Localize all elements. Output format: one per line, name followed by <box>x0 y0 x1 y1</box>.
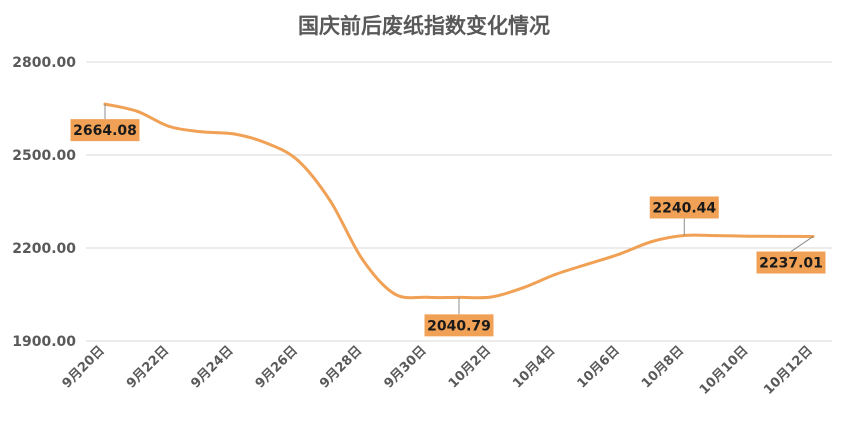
x-tick-label: 9月24日 <box>188 343 236 391</box>
data-point <box>264 141 268 145</box>
data-label-box <box>70 119 140 142</box>
chart-title: 国庆前后废纸指数变化情况 <box>298 14 550 38</box>
data-label: 2040.79 <box>424 297 494 337</box>
label-leader-line <box>790 236 814 252</box>
x-tick-label: 10月12日 <box>761 343 816 398</box>
y-tick-label: 2500.00 <box>12 148 76 164</box>
data-label: 2240.44 <box>649 196 719 236</box>
x-tick-label: 10月2日 <box>446 343 494 391</box>
data-label-box <box>424 314 494 337</box>
data-label-text: 2040.79 <box>427 318 491 334</box>
data-point <box>554 272 558 276</box>
data-label-text: 2237.01 <box>759 256 823 272</box>
data-point <box>425 295 429 299</box>
data-point <box>167 124 171 128</box>
data-point <box>747 234 751 238</box>
y-tick-label: 2200.00 <box>12 241 76 257</box>
data-point <box>521 286 525 290</box>
data-label-box <box>756 251 826 274</box>
x-tick-label: 10月10日 <box>697 343 752 398</box>
gridlines <box>86 61 832 342</box>
y-tick-label: 2800.00 <box>12 55 76 71</box>
x-tick-label: 10月4日 <box>510 343 558 391</box>
data-point <box>200 130 204 134</box>
y-axis-ticks: 2800.00 2500.00 2200.00 1900.00 <box>12 55 76 350</box>
x-tick-label: 10月6日 <box>575 343 623 391</box>
x-tick-label: 9月26日 <box>253 343 301 391</box>
x-tick-label: 9月20日 <box>60 343 108 391</box>
data-point <box>650 239 654 243</box>
data-point <box>489 295 493 299</box>
data-point <box>135 109 139 113</box>
data-label-text: 2240.44 <box>652 200 716 216</box>
data-label-text: 2664.08 <box>73 123 137 139</box>
data-labels: 2664.08 2040.79 2240.44 2237.01 <box>70 104 826 337</box>
data-point <box>714 234 718 238</box>
x-tick-label: 9月22日 <box>124 343 172 391</box>
y-tick-label: 1900.00 <box>12 334 76 350</box>
data-label: 2664.08 <box>70 104 140 142</box>
data-point <box>360 257 364 261</box>
x-axis-ticks: 9月20日 9月22日 9月24日 9月26日 9月28日 9月30日 10月2日 10月4日… <box>60 343 816 398</box>
data-point <box>779 234 783 238</box>
data-point <box>328 199 332 203</box>
data-point <box>618 252 622 256</box>
x-tick-label: 9月30日 <box>381 343 429 391</box>
data-point <box>232 132 236 136</box>
x-tick-label: 9月28日 <box>317 343 365 391</box>
x-tick-label: 10月8日 <box>639 343 687 391</box>
data-label-box <box>649 196 719 219</box>
data-label: 2237.01 <box>756 236 826 274</box>
data-point <box>296 159 300 163</box>
data-point <box>393 292 397 296</box>
data-point <box>586 262 590 266</box>
